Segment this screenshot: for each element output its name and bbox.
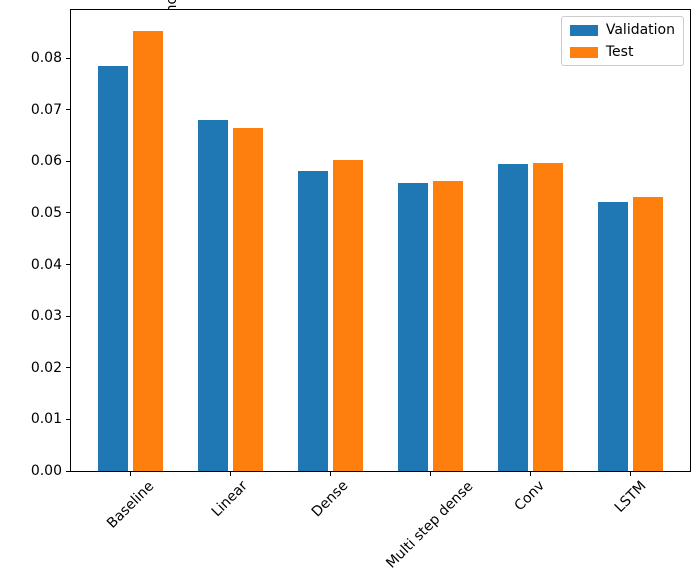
bar-test-lstm <box>632 196 663 471</box>
bar-test-linear <box>232 128 263 471</box>
x-tick-label: Dense <box>308 477 352 521</box>
x-tick-label: LSTM <box>611 477 650 516</box>
plot-area: Validation Test <box>70 9 691 472</box>
y-tick-mark <box>66 470 70 472</box>
bar-validation-baseline <box>97 65 128 471</box>
legend-label-validation: Validation <box>605 22 675 38</box>
bar-test-conv <box>532 163 563 471</box>
y-tick-mark <box>66 315 70 317</box>
x-tick-label: Multi step dense <box>383 478 477 572</box>
x-tick-label: Baseline <box>103 477 157 532</box>
bar-validation-dense <box>297 170 328 471</box>
x-tick-label: Conv <box>511 478 548 515</box>
y-tick-label: 0.02 <box>30 359 62 376</box>
bar-validation-multi-step-dense <box>397 183 428 471</box>
bar-validation-conv <box>497 164 528 471</box>
bar-test-dense <box>332 159 363 471</box>
x-tick-mark <box>529 472 531 476</box>
y-tick-label: 0.00 <box>30 463 62 479</box>
y-tick-mark <box>66 109 70 111</box>
bar-validation-lstm <box>597 201 628 471</box>
y-tick-label: 0.03 <box>30 308 62 325</box>
y-tick-label: 0.07 <box>30 101 62 118</box>
x-tick-mark <box>329 472 331 476</box>
bar-validation-linear <box>197 120 228 471</box>
y-tick-mark <box>66 367 70 369</box>
y-tick-mark <box>66 418 70 420</box>
legend-item-test: Test <box>569 44 675 60</box>
y-tick-mark <box>66 160 70 162</box>
bar-test-multi-step-dense <box>432 181 463 471</box>
x-tick-label: Linear <box>208 478 251 521</box>
x-tick-mark <box>229 472 231 476</box>
legend: Validation Test <box>560 16 684 66</box>
x-tick-mark <box>129 472 131 476</box>
x-tick-mark <box>629 472 631 476</box>
legend-item-validation: Validation <box>569 22 675 38</box>
bar-test-baseline <box>132 31 163 471</box>
y-tick-mark <box>66 264 70 266</box>
x-tick-mark <box>429 472 431 476</box>
y-tick-mark <box>66 212 70 214</box>
y-tick-label: 0.05 <box>30 204 62 221</box>
y-tick-label: 0.06 <box>30 153 62 170</box>
y-tick-label: 0.04 <box>30 256 62 273</box>
y-tick-label: 0.08 <box>30 50 62 67</box>
y-tick-mark <box>66 57 70 59</box>
legend-label-test: Test <box>605 44 634 60</box>
y-tick-label: 0.01 <box>30 411 62 428</box>
legend-swatch-test <box>569 46 598 58</box>
legend-swatch-validation <box>569 24 598 36</box>
